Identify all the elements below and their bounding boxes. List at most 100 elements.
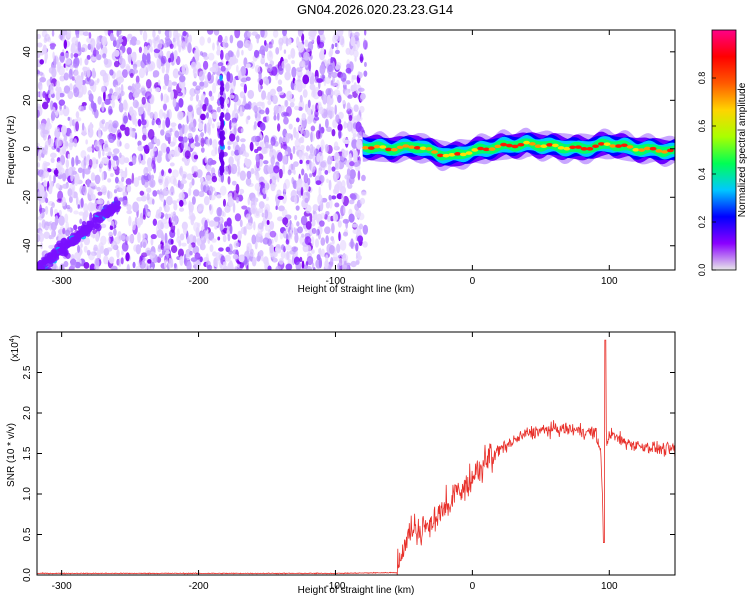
heatmap-speckle: [304, 236, 312, 245]
heatmap-speckle: [250, 204, 257, 215]
snr-y-tick-label: 1.0: [22, 487, 33, 501]
heatmap-ridge-core: [385, 147, 392, 152]
heatmap-speckle: [200, 132, 205, 138]
snr-x-tick-label: -100: [325, 581, 345, 592]
heatmap-speckle: [263, 160, 269, 165]
heatmap-speckle: [313, 267, 316, 270]
heatmap-speckle: [162, 188, 170, 196]
heatmap-speckle: [222, 198, 226, 207]
heatmap-speckle: [304, 39, 309, 48]
heatmap-speckle: [157, 30, 162, 35]
heatmap-y-tick-label: 0: [22, 146, 33, 152]
heatmap-speckle: [107, 178, 112, 183]
heatmap-speckle: [310, 125, 316, 132]
heatmap-speckle: [122, 185, 128, 197]
heatmap-speckle: [277, 152, 283, 162]
heatmap-speckle: [277, 91, 285, 96]
heatmap-speckle: [97, 198, 104, 205]
heatmap-speckle: [181, 64, 186, 74]
heatmap-speckle: [48, 174, 52, 182]
heatmap-x-tick-label: -100: [325, 276, 345, 287]
heatmap-ridge-core: [454, 152, 461, 156]
heatmap-speckle: [129, 39, 133, 45]
heatmap-speckle: [142, 30, 148, 42]
heatmap-speckle: [126, 210, 133, 215]
heatmap-speckle: [132, 261, 136, 269]
heatmap-speckle: [158, 150, 162, 157]
heatmap-y-tick-label: 20: [22, 94, 33, 106]
heatmap-speckle: [224, 205, 231, 213]
heatmap-speckle: [279, 105, 285, 112]
heatmap-speckle: [310, 219, 316, 227]
heatmap-speckle: [150, 174, 155, 180]
heatmap-speckle: [302, 74, 310, 85]
heatmap-speckle: [85, 155, 90, 166]
heatmap-speckle: [137, 145, 144, 152]
heatmap-speckle: [37, 182, 42, 187]
heatmap-speckle: [118, 102, 124, 113]
heatmap-speckle: [219, 49, 224, 61]
heatmap-speckle: [108, 159, 112, 170]
heatmap-speckle: [200, 231, 206, 237]
heatmap-speckle: [330, 79, 334, 86]
heatmap-diagonal-streak-point: [77, 231, 83, 239]
heatmap-speckle: [187, 132, 193, 139]
heatmap-speckle: [67, 188, 73, 197]
heatmap-speckle: [114, 165, 118, 170]
heatmap-speckle: [50, 45, 55, 50]
heatmap-speckle: [133, 177, 140, 188]
heatmap-ridge-core: [488, 147, 496, 151]
heatmap-speckle: [170, 122, 177, 127]
heatmap-speckle: [227, 233, 231, 242]
heatmap-speckle: [320, 47, 325, 55]
heatmap-speckle: [359, 197, 366, 205]
heatmap-speckle: [281, 60, 286, 69]
heatmap-speckle: [37, 52, 41, 59]
heatmap-speckle: [165, 130, 172, 138]
heatmap-speckle: [285, 69, 291, 78]
heatmap-speckle: [270, 154, 275, 166]
heatmap-speckle: [173, 214, 179, 225]
heatmap-speckle: [155, 39, 163, 50]
heatmap-speckle: [54, 128, 61, 139]
heatmap-speckle: [54, 208, 58, 215]
colorbar-gradient: [712, 30, 736, 270]
heatmap-speckle: [100, 85, 106, 93]
heatmap-speckle: [124, 142, 130, 150]
heatmap-speckle: [301, 233, 305, 238]
heatmap-ridge-core: [609, 144, 617, 148]
heatmap-speckle: [147, 129, 155, 140]
heatmap-speckle: [140, 195, 147, 202]
heatmap-speckle: [265, 107, 270, 115]
heatmap-speckle: [290, 223, 294, 231]
heatmap-speckle: [301, 168, 305, 176]
heatmap-diagonal-streak-point: [113, 196, 119, 205]
heatmap-speckle: [69, 207, 73, 213]
heatmap-speckle: [245, 177, 252, 186]
heatmap-speckle: [270, 38, 274, 45]
heatmap-speckle: [253, 120, 257, 130]
heatmap-speckle: [315, 180, 322, 186]
heatmap-speckle: [107, 151, 113, 156]
heatmap-ridge-core: [482, 147, 490, 152]
heatmap-speckle: [160, 129, 165, 136]
heatmap-speckle: [235, 196, 240, 204]
heatmap-speckle: [85, 139, 88, 145]
heatmap-speckle: [109, 32, 114, 42]
heatmap-speckle: [337, 220, 342, 228]
heatmap-speckle: [147, 141, 154, 150]
heatmap-speckle: [192, 68, 199, 77]
heatmap-speckle: [84, 69, 87, 78]
heatmap-speckle: [170, 245, 178, 254]
heatmap-speckle: [42, 129, 49, 135]
heatmap-speckle: [272, 94, 278, 105]
heatmap-speckle: [320, 161, 327, 168]
heatmap-speckle: [349, 161, 355, 167]
heatmap-speckle: [196, 107, 202, 116]
heatmap-speckle: [142, 214, 146, 220]
heatmap-speckle: [198, 203, 205, 211]
colorbar-label: Normalized spectral amplitude: [737, 82, 748, 217]
heatmap-speckle: [239, 170, 246, 181]
heatmap-speckle: [131, 51, 137, 63]
heatmap-speckle: [119, 57, 126, 69]
